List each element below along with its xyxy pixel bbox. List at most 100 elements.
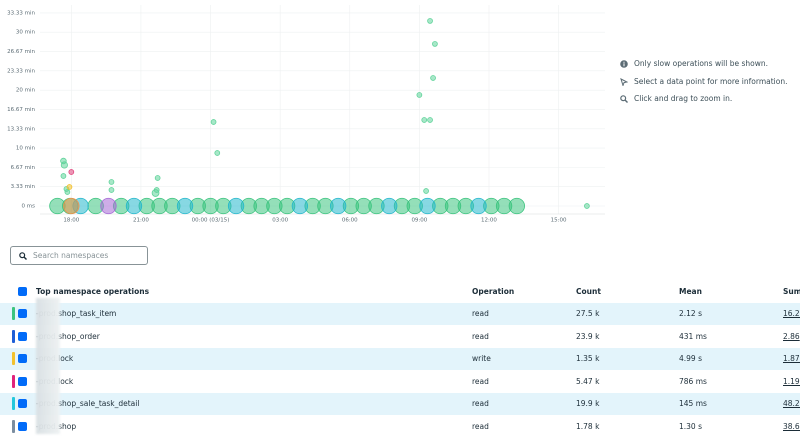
table-row: -prod.shop_order read 23.9 k 431 ms 2.86 xyxy=(0,325,800,348)
table-cell: 1.35 k xyxy=(576,354,600,364)
table: Top namespace operations Operation Count Me… xyxy=(0,280,800,438)
table-cell: 27.5 k xyxy=(576,309,600,319)
y-tick-label: 16.67 min xyxy=(7,107,35,113)
y-tick-label: 10 min xyxy=(16,146,36,152)
hint: Select a data point for more information… xyxy=(620,77,787,86)
column-header: Mean xyxy=(679,286,702,296)
table-cell: 1.87 h xyxy=(783,354,800,364)
y-tick-label: 6.67 min xyxy=(11,165,36,171)
table-cell: write xyxy=(472,354,491,364)
data-point xyxy=(125,197,143,215)
column-header: Sum xyxy=(783,286,800,296)
table-row: -prod.shopread1.78 k1.30 s38.63 xyxy=(0,415,800,438)
table-cell: 431 ms xyxy=(679,331,707,341)
data-point xyxy=(330,197,347,215)
column-header: Top namespace operations xyxy=(36,286,150,296)
data-point xyxy=(214,150,221,156)
redaction xyxy=(36,298,60,434)
data-point xyxy=(66,184,73,190)
data-point xyxy=(470,197,487,215)
data-point xyxy=(427,18,433,24)
column-header: Operation xyxy=(472,286,515,296)
checkbox[interactable] xyxy=(18,286,27,296)
table-cell: 2.12 s xyxy=(679,309,702,319)
y-tick-label: 23.33 min xyxy=(7,68,35,74)
hint: Click and drag to zoom in. xyxy=(620,94,732,103)
table-cell: 786 ms xyxy=(679,376,707,386)
search-box[interactable]: Search namespaces xyxy=(10,246,148,265)
y-tick-label: 3.33 min xyxy=(11,184,36,190)
table-cell: 145 ms xyxy=(679,399,707,409)
table-cell: 16.22 xyxy=(783,309,800,319)
data-point xyxy=(108,179,115,185)
table-cell: -prod.shop_order xyxy=(36,331,100,341)
data-point xyxy=(419,197,436,215)
data-point xyxy=(60,161,68,169)
checkbox[interactable] xyxy=(18,399,27,408)
color-swatch xyxy=(12,374,15,388)
table-cell: -prod.shop_sale_task_detail xyxy=(36,399,140,409)
checkbox[interactable] xyxy=(18,331,27,341)
cursor-icon xyxy=(620,77,628,86)
table-cell: 2.86 xyxy=(783,331,800,341)
table-cell: 19.9 k xyxy=(576,399,600,409)
color-swatch xyxy=(12,307,15,320)
data-point xyxy=(100,197,117,215)
table-cell: read xyxy=(472,399,489,409)
table-cell: 23.9 k xyxy=(576,331,600,341)
zoom-icon xyxy=(620,94,628,103)
table-row: -prod.lockwrite1.35 k4.99 s1.87 h xyxy=(0,347,800,370)
color-swatch xyxy=(12,329,15,343)
search-icon xyxy=(19,251,27,260)
x-tick-label: 21:00 xyxy=(133,218,149,224)
checkbox[interactable] xyxy=(18,309,27,318)
data-point xyxy=(210,119,217,125)
data-point xyxy=(63,197,80,215)
checkbox[interactable] xyxy=(18,354,27,363)
table-cell: 5.47 k xyxy=(576,376,600,386)
x-tick-label: 03:00 xyxy=(272,218,288,224)
data-point xyxy=(291,197,309,215)
column-header: Count xyxy=(576,286,601,296)
table-cell: read xyxy=(472,376,489,386)
table-cell: 1.19 h xyxy=(783,376,800,386)
data-point xyxy=(508,197,525,215)
data-point xyxy=(416,92,423,98)
table-cell: read xyxy=(472,309,489,319)
data-point xyxy=(432,41,438,47)
y-tick-label: 13.33 min xyxy=(7,126,35,132)
x-tick-label: 15:00 xyxy=(551,218,567,224)
checkbox[interactable] xyxy=(18,421,27,431)
x-tick-label: 00:00 (03/15) xyxy=(192,218,230,224)
table-cell: read xyxy=(472,421,489,431)
checkbox[interactable] xyxy=(18,376,27,386)
x-tick-label: 06:00 xyxy=(342,218,358,224)
y-tick-label: 30 min xyxy=(16,30,36,36)
data-point xyxy=(381,197,398,215)
table-cell: 38.63 xyxy=(783,421,800,431)
data-point xyxy=(154,175,161,181)
table-cell: read xyxy=(472,331,489,341)
data-point xyxy=(227,197,245,215)
table-header: Top namespace operations Operation Count Me… xyxy=(0,280,800,303)
data-point xyxy=(108,187,115,193)
data-point xyxy=(423,188,429,194)
color-swatch xyxy=(12,397,15,410)
y-tick-label: 33.33 min xyxy=(7,10,35,16)
y-tick-label: 0 ms xyxy=(22,204,36,210)
data-point xyxy=(60,173,67,179)
x-tick-label: 09:00 xyxy=(411,218,427,224)
x-tick-label: 12:00 xyxy=(481,218,497,224)
hint-text: Click and drag to zoom in. xyxy=(634,94,733,103)
search-placeholder: Search namespaces xyxy=(33,251,109,260)
data-point xyxy=(584,203,590,209)
data-point xyxy=(421,117,428,123)
table-cell: 1.30 s xyxy=(679,421,702,431)
scatter-chart[interactable]: 0 ms 3.33 min 6.67 min 10 min 13.33 min 16.67… xyxy=(0,0,612,232)
info-icon xyxy=(620,59,628,68)
y-tick-label: 20 min xyxy=(16,88,36,94)
table-cell: 4.99 s xyxy=(679,354,702,364)
hint: Only slow operations will be shown. xyxy=(620,59,768,68)
hint-text: Only slow operations will be shown. xyxy=(634,59,769,68)
